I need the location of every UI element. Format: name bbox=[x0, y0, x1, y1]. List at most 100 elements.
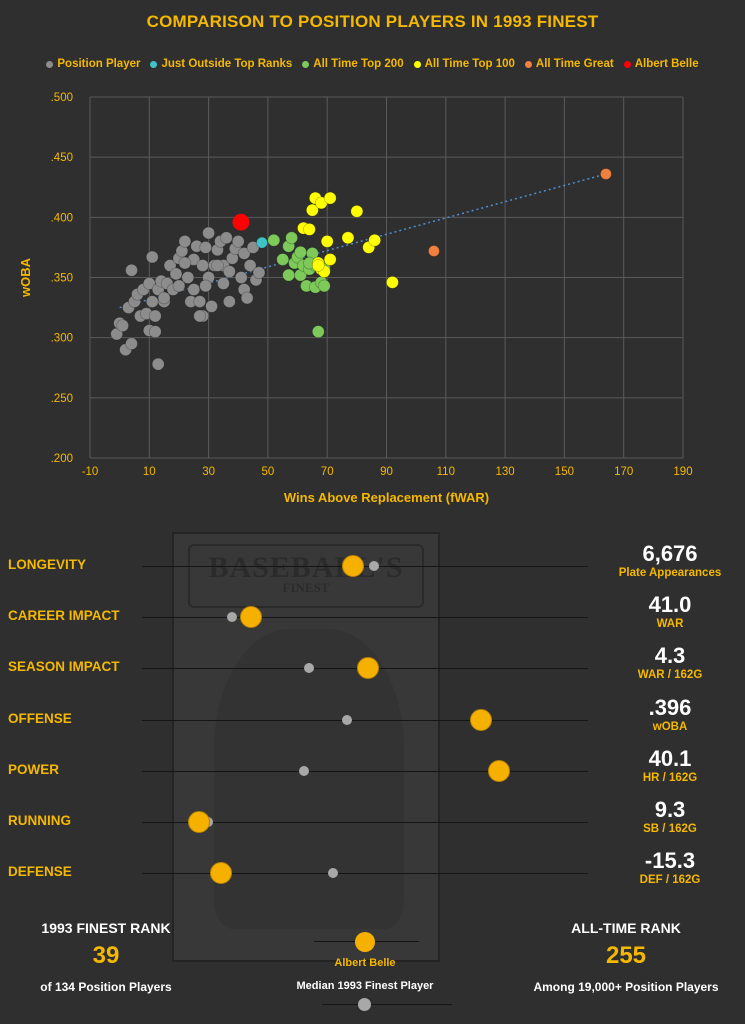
point-position-player bbox=[148, 325, 162, 339]
stat-unit-offense: wOBA bbox=[652, 720, 688, 733]
legend-marker bbox=[46, 60, 54, 68]
stat-unit-longevity: Plate Appearances bbox=[618, 567, 722, 579]
legend-label: Just Outside Top Ranks bbox=[161, 58, 293, 70]
point-position-player bbox=[145, 250, 159, 264]
point-all-time-top-200 bbox=[294, 245, 307, 259]
point-position-player bbox=[142, 277, 156, 290]
point-position-player bbox=[187, 283, 201, 296]
point-just-outside-top-ranks bbox=[256, 236, 268, 249]
point-position-player bbox=[163, 259, 177, 272]
x-tick-label: 50 bbox=[262, 466, 275, 478]
key-median-label: Median 1993 Finest Player bbox=[296, 980, 434, 992]
point-all-time-top-200 bbox=[317, 279, 331, 293]
stat-unit-running: SB / 162G bbox=[643, 823, 697, 835]
point-all-time-top-100 bbox=[323, 253, 337, 266]
trendline bbox=[119, 173, 607, 309]
legend-marker bbox=[302, 60, 310, 68]
alltime-rank-block: ALL-TIME RANK 255 Among 19,000+ Position… bbox=[512, 920, 740, 994]
finest-rank-value: 39 bbox=[92, 942, 120, 969]
chart-title: COMPARISON TO POSITION PLAYERS IN 1993 F… bbox=[146, 12, 599, 31]
key-player-label: Albert Belle bbox=[334, 957, 396, 969]
x-tick-label: 130 bbox=[496, 466, 515, 478]
player-dot-offense bbox=[469, 708, 492, 731]
metric-label-running: RUNNING bbox=[8, 813, 71, 828]
stat-running: 9.3 SB / 162G bbox=[595, 798, 745, 836]
x-tick-label: 150 bbox=[555, 466, 574, 478]
point-position-player bbox=[222, 295, 236, 308]
x-tick-label: 70 bbox=[321, 466, 334, 478]
legend-marker bbox=[413, 60, 421, 68]
finest-rank-sub: of 134 Position Players bbox=[40, 980, 172, 994]
point-all-time-top-200 bbox=[267, 233, 281, 247]
point-position-player bbox=[205, 299, 218, 313]
point-position-player bbox=[172, 279, 186, 293]
metric-line-power bbox=[142, 770, 588, 772]
y-tick-label: .450 bbox=[51, 152, 73, 164]
point-position-player bbox=[148, 309, 162, 323]
x-tick-label: 190 bbox=[673, 466, 692, 478]
y-tick-label: .300 bbox=[51, 333, 73, 345]
point-position-player bbox=[169, 267, 183, 281]
median-dot-defense bbox=[327, 868, 338, 879]
y-tick-label: .200 bbox=[51, 453, 73, 465]
metric-label-offense: OFFENSE bbox=[8, 710, 72, 726]
point-position-player bbox=[125, 263, 138, 277]
point-position-player bbox=[231, 234, 245, 248]
player-dot-defense bbox=[209, 862, 232, 885]
x-tick-label: 90 bbox=[380, 466, 393, 478]
metric-label-defense: DEFENSE bbox=[8, 864, 72, 880]
point-position-player bbox=[178, 256, 192, 270]
background-card-figure bbox=[214, 629, 404, 929]
alltime-rank-sub: Among 19,000+ Position Players bbox=[533, 980, 719, 994]
x-tick-label: 110 bbox=[437, 466, 455, 478]
finest-rank-label: 1993 FINEST RANK bbox=[41, 920, 171, 936]
median-dot-season-impact bbox=[303, 663, 314, 674]
legend-item-all-time-top-100: All Time Top 100 bbox=[413, 58, 515, 70]
metric-line-running bbox=[142, 822, 588, 823]
point-position-player bbox=[193, 309, 207, 323]
point-all-time-top-100 bbox=[320, 234, 334, 248]
player-dot-season-impact bbox=[357, 657, 380, 680]
metric-label-career-impact: CAREER IMPACT bbox=[8, 608, 120, 624]
stat-power: 40.1 HR / 162G bbox=[595, 746, 745, 785]
median-dot-career-impact bbox=[227, 612, 238, 623]
x-axis-label: Wins Above Replacement (fWAR) bbox=[284, 490, 489, 505]
key-median-dot bbox=[358, 998, 371, 1011]
point-position-player bbox=[211, 259, 224, 272]
legend-label: All Time Great bbox=[535, 58, 614, 70]
median-dot-longevity bbox=[368, 561, 379, 571]
point-position-player bbox=[193, 295, 207, 308]
y-tick-label: .350 bbox=[51, 273, 73, 285]
point-position-player bbox=[240, 291, 254, 305]
metric-line-offense bbox=[142, 719, 588, 721]
stat-defense: -15.3 DEF / 162G bbox=[595, 849, 745, 887]
metric-line-defense bbox=[142, 873, 588, 875]
legend-label: Position Player bbox=[57, 58, 141, 70]
scatter-plot: -10 10 30 50 70 90 110 130 150 170 190 .200 .250 .300… bbox=[18, 92, 693, 505]
point-position-player bbox=[199, 241, 213, 254]
point-all-time-top-200 bbox=[311, 325, 325, 339]
point-all-time-top-100 bbox=[311, 259, 325, 272]
point-position-player bbox=[219, 231, 233, 245]
stat-unit-season-impact: WAR / 162G bbox=[637, 669, 703, 682]
stat-value-running: 9.3 bbox=[654, 797, 686, 822]
point-all-time-great bbox=[428, 245, 440, 257]
legend-item-all-time-great: All Time Great bbox=[524, 58, 614, 70]
alltime-rank-value: 255 bbox=[605, 942, 647, 969]
y-axis-label: wOBA bbox=[18, 257, 33, 298]
median-dot-offense bbox=[342, 714, 353, 725]
legend-marker bbox=[150, 60, 158, 68]
point-position-player bbox=[202, 226, 216, 240]
point-position-player bbox=[125, 337, 138, 351]
player-dot-power bbox=[487, 759, 510, 782]
stat-value-defense: -15.3 bbox=[644, 848, 696, 874]
stat-unit-power: HR / 162G bbox=[642, 771, 698, 784]
point-all-time-top-100 bbox=[386, 275, 399, 289]
legend-marker bbox=[524, 60, 532, 68]
player-dot-career-impact bbox=[240, 606, 263, 629]
stat-value-season-impact: 4.3 bbox=[654, 643, 686, 669]
stat-offense: .396 wOBA bbox=[595, 695, 745, 734]
metric-label-longevity: LONGEVITY bbox=[8, 557, 87, 572]
point-position-player bbox=[252, 266, 266, 280]
